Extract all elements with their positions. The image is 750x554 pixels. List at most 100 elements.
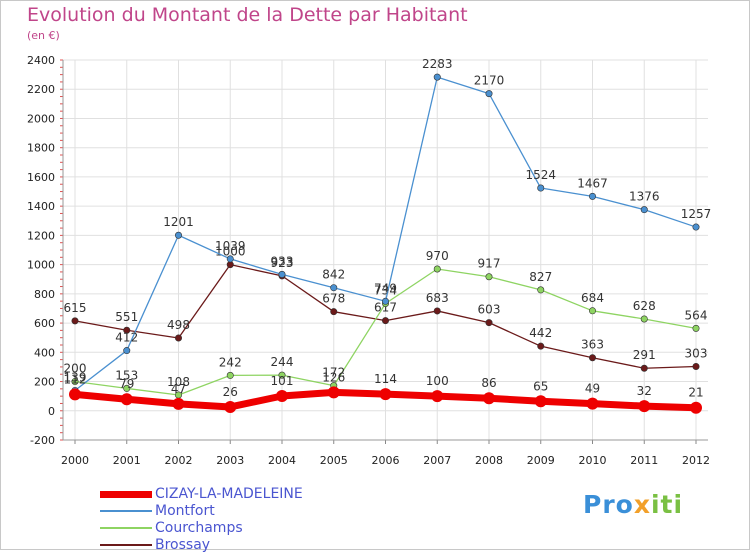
data-label: 242 (219, 355, 242, 369)
data-label: 917 (478, 257, 501, 271)
data-label: 749 (374, 281, 397, 295)
logo-part-3: iti (650, 490, 684, 519)
data-label: 101 (271, 374, 294, 388)
legend-swatch (100, 527, 152, 529)
data-label: 412 (115, 331, 138, 345)
data-point (692, 324, 700, 332)
data-label: 551 (115, 310, 138, 324)
data-label: 827 (529, 270, 552, 284)
data-label: 79 (119, 377, 134, 391)
data-point (537, 342, 545, 350)
y-tick-label: 1800 (27, 142, 55, 155)
data-point (485, 90, 493, 98)
series-montfort: 139 412 1201 1039 933 842 749 2283 2170 1524 1467 1… (64, 57, 712, 394)
data-point (69, 388, 81, 401)
data-point (640, 315, 648, 323)
data-label: 363 (581, 338, 604, 352)
data-label: 615 (64, 301, 87, 315)
x-tick-label: 2003 (216, 454, 244, 467)
data-label: 683 (426, 291, 449, 305)
data-label: 678 (322, 292, 345, 306)
data-label: 2170 (474, 74, 505, 88)
x-tick-label: 2006 (372, 454, 400, 467)
data-point (278, 270, 286, 278)
data-point (172, 397, 185, 410)
y-tick-label: 0 (48, 405, 55, 418)
data-label: 684 (581, 291, 604, 305)
legend-swatch (100, 510, 152, 512)
data-label: 86 (481, 376, 496, 390)
data-label: 1376 (629, 190, 660, 204)
data-label: 1257 (681, 207, 712, 221)
data-point (175, 334, 183, 342)
data-point (588, 192, 596, 200)
data-point (537, 286, 545, 294)
x-tick-label: 2011 (630, 454, 658, 467)
y-tick-label: 400 (34, 346, 55, 359)
data-label: 172 (322, 366, 345, 380)
data-label: 21 (688, 386, 703, 400)
data-point (537, 184, 545, 192)
y-tick-label: 2200 (27, 83, 55, 96)
data-label: 1467 (577, 176, 608, 190)
data-label: 139 (64, 370, 87, 384)
data-point (330, 284, 338, 292)
data-point (226, 255, 234, 263)
legend-label: Brossay (155, 537, 211, 553)
data-point (690, 401, 702, 414)
data-label: 26 (223, 385, 238, 399)
data-label: 1039 (215, 239, 246, 253)
x-tick-label: 2012 (682, 454, 710, 467)
data-point (433, 265, 441, 273)
data-point (71, 317, 79, 325)
data-label: 564 (685, 308, 708, 322)
data-label: 617 (374, 301, 397, 315)
series-cizay-la-madeleine: 112 79 47 26 101 126 114 100 86 65 49 32 21 (64, 370, 704, 414)
data-point (692, 362, 700, 370)
x-tick-label: 2009 (527, 454, 555, 467)
y-tick-label: 2000 (27, 112, 55, 125)
data-label: 603 (478, 303, 501, 317)
data-label: 1201 (163, 215, 194, 229)
y-tick-label: 1000 (27, 259, 55, 272)
data-point (692, 223, 700, 231)
data-point (276, 390, 288, 403)
data-point (534, 395, 547, 408)
data-label: 108 (167, 375, 190, 389)
logo-part-2: x (633, 490, 651, 519)
legend-label: Courchamps (155, 520, 243, 536)
data-point (226, 371, 234, 379)
data-point (381, 297, 389, 305)
data-label: 32 (637, 384, 652, 398)
data-point (640, 364, 648, 372)
data-point (175, 231, 183, 239)
data-point (483, 392, 495, 405)
chart-subtitle: (en €) (27, 29, 60, 42)
data-point (431, 390, 444, 403)
data-point (120, 393, 133, 406)
data-label: 1524 (525, 168, 556, 182)
data-point (485, 319, 493, 327)
data-point (588, 307, 596, 315)
legend-label: Montfort (155, 503, 215, 519)
x-tick-label: 2008 (475, 454, 503, 467)
proxiti-logo: Proxiti (583, 490, 683, 519)
data-label: 100 (426, 374, 449, 388)
y-tick-label: 1200 (27, 229, 55, 242)
x-tick-label: 2007 (423, 454, 451, 467)
data-point (278, 371, 286, 379)
data-label: 498 (167, 318, 190, 332)
data-point (485, 273, 493, 281)
y-tick-label: -200 (30, 434, 55, 447)
data-label: 734 (374, 283, 397, 297)
data-label: 303 (685, 346, 708, 360)
x-tick-label: 2005 (320, 454, 348, 467)
x-tick-label: 2004 (268, 454, 296, 467)
data-point (640, 206, 648, 214)
data-point (330, 308, 338, 316)
legend-swatch (100, 491, 152, 498)
data-label: 112 (64, 372, 87, 386)
legend-label: CIZAY-LA-MADELEINE (155, 486, 303, 502)
x-tick-label: 2001 (113, 454, 141, 467)
